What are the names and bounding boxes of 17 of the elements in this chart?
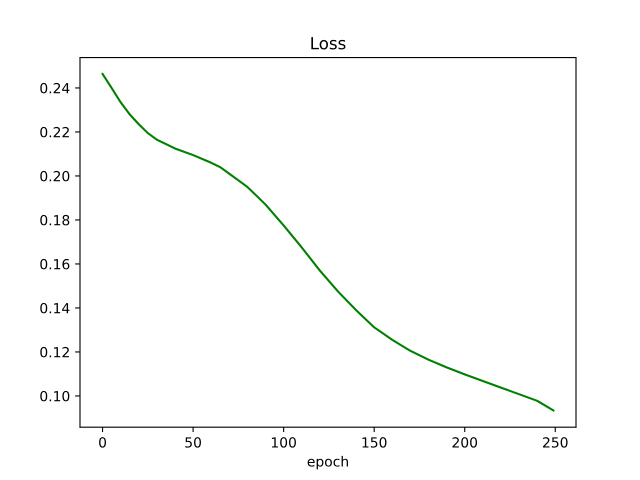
- x-tick-label: 50: [185, 437, 202, 448]
- x-tick-label: 100: [272, 437, 296, 448]
- y-tick-label: 0.22: [40, 126, 69, 138]
- y-tick-label: 0.20: [40, 170, 70, 182]
- y-tick-label: 0.14: [40, 302, 70, 314]
- y-tick-label: 0.18: [40, 214, 70, 226]
- y-tick-label: 0.24: [40, 82, 70, 94]
- line-series: [102, 72, 554, 412]
- x-tick-label: 250: [543, 437, 568, 448]
- x-tick-label: 150: [362, 437, 387, 448]
- y-tick-label: 0.16: [40, 258, 70, 270]
- chart-title: Loss: [311, 37, 346, 50]
- x-tick-label: 200: [452, 437, 478, 448]
- x-tick-label: 0: [99, 437, 106, 448]
- y-tick-label: 0.10: [40, 390, 70, 402]
- x-axis-title: epoch: [308, 456, 348, 470]
- y-tick-label: 0.12: [40, 346, 69, 358]
